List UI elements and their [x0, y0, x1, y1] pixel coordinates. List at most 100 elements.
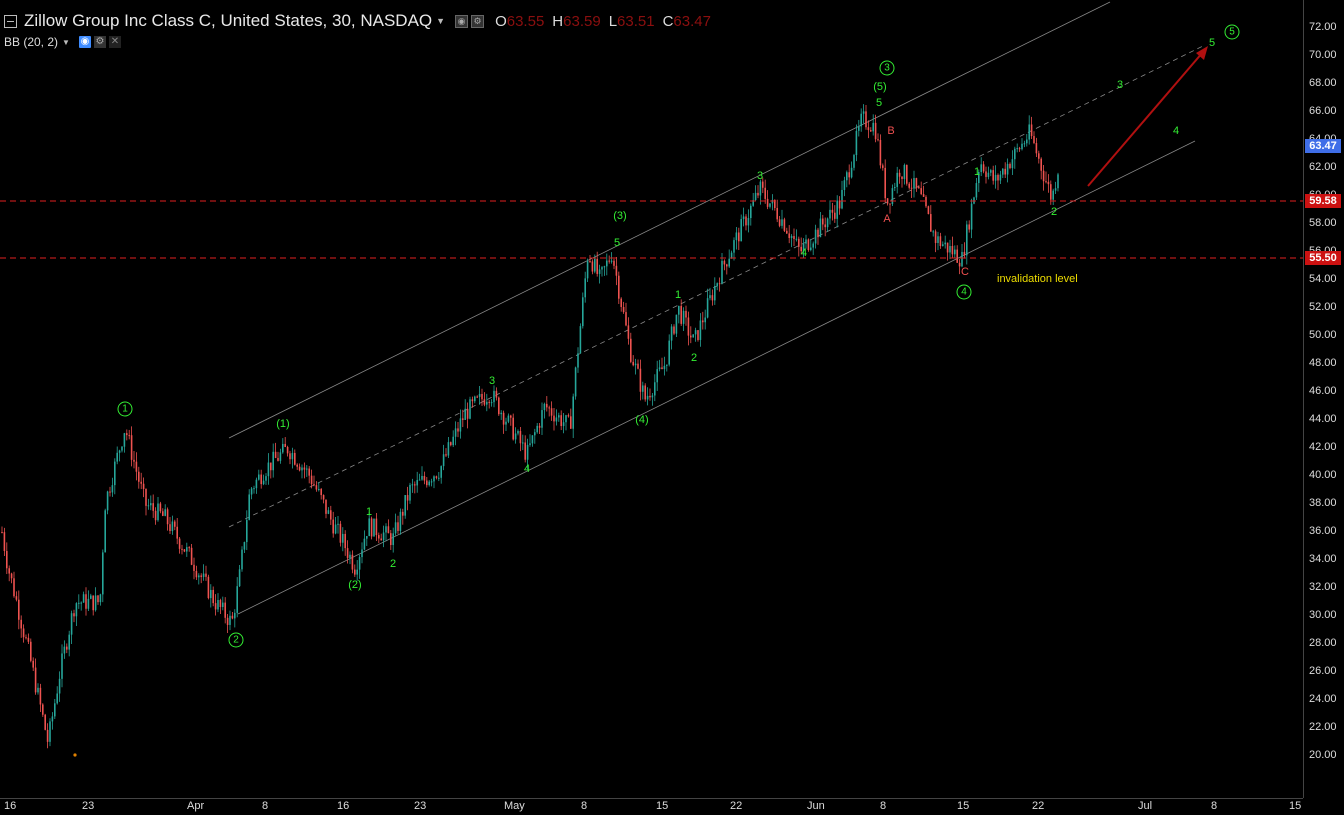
candle	[334, 517, 337, 535]
candle	[793, 228, 795, 246]
candle	[505, 417, 507, 432]
candle	[913, 170, 915, 198]
price-tick: 62.00	[1309, 161, 1337, 173]
price-tick: 66.00	[1309, 105, 1337, 117]
candle	[450, 441, 452, 447]
candle	[325, 499, 327, 519]
price-tick: 40.00	[1309, 469, 1337, 481]
candle	[1042, 165, 1045, 191]
wave-label-paren-5: (5)	[873, 81, 887, 93]
candle	[330, 505, 332, 525]
candle	[850, 161, 853, 179]
horizontal-levels[interactable]	[0, 200, 1303, 259]
candle	[908, 181, 910, 190]
visibility-icon[interactable]: ◉	[455, 14, 469, 28]
candle	[990, 168, 992, 177]
eye-icon[interactable]: ◉	[78, 36, 91, 48]
candle	[54, 698, 56, 720]
candle	[822, 214, 824, 231]
indicator-menu-caret-icon[interactable]: ▼	[62, 37, 70, 47]
candle	[229, 610, 231, 631]
time-axis[interactable]: 16 23 Apr 8 16 23 May 8 15 22 Jun 8 15 22 Jul 8 15	[0, 798, 1303, 815]
candle	[651, 392, 654, 406]
time-tick: 8	[880, 800, 887, 812]
candle	[937, 231, 939, 251]
candle	[433, 475, 435, 489]
symbol-menu-caret-icon[interactable]: ▼	[436, 16, 446, 26]
candle	[579, 323, 582, 354]
candle	[548, 405, 550, 417]
candle	[865, 105, 867, 130]
time-tick: 22	[1032, 800, 1045, 812]
open-label: O	[495, 12, 507, 30]
candle	[896, 166, 898, 194]
candle	[764, 179, 766, 204]
candle	[392, 527, 394, 553]
candle	[390, 529, 392, 550]
candle	[529, 434, 531, 447]
candle	[87, 590, 90, 612]
candle	[478, 386, 481, 405]
candle	[106, 490, 109, 515]
candle	[34, 658, 37, 695]
low-value: 63.51	[617, 12, 655, 30]
candle	[226, 613, 229, 634]
price-tick: 36.00	[1309, 525, 1337, 537]
candle	[138, 466, 140, 489]
candle	[654, 374, 656, 402]
candle	[994, 165, 997, 189]
settings-gear-icon[interactable]: ⚙	[93, 36, 106, 48]
candle	[104, 508, 106, 553]
close-icon[interactable]: ✕	[108, 36, 121, 48]
candle	[752, 192, 754, 207]
candle	[709, 287, 711, 301]
candle	[742, 207, 745, 227]
time-tick: 8	[262, 800, 269, 812]
price-tick: 30.00	[1309, 609, 1337, 621]
candle	[546, 396, 548, 412]
candle	[159, 501, 162, 514]
candle	[754, 185, 757, 202]
candle	[459, 409, 462, 439]
symbol-title[interactable]: Zillow Group Inc Class C, United States,…	[24, 11, 433, 30]
candle	[80, 601, 82, 611]
candle	[10, 572, 13, 584]
candle	[1047, 174, 1050, 193]
candle	[274, 442, 277, 459]
candle	[874, 114, 877, 143]
candle	[1006, 158, 1009, 183]
candle	[361, 542, 363, 564]
high-value: 63.59	[563, 12, 601, 30]
candle	[841, 180, 843, 210]
open-value: 63.55	[506, 12, 545, 30]
candles-series[interactable]	[1, 104, 1059, 757]
candle	[1023, 140, 1026, 148]
target-arrow[interactable]	[1087, 46, 1208, 187]
candle	[630, 332, 632, 364]
candle	[771, 194, 774, 211]
level-tag-lower: 55.50	[1305, 251, 1341, 265]
price-axis[interactable]: 72.0070.0068.0066.0064.0062.0060.0058.00…	[1303, 0, 1344, 798]
candle	[769, 203, 771, 209]
candle	[68, 630, 70, 657]
candle	[457, 421, 459, 438]
bollinger-label[interactable]: BB (20, 2)	[4, 35, 59, 49]
settings-gear-icon[interactable]: ⚙	[471, 14, 485, 28]
candle	[447, 436, 450, 458]
candle	[706, 288, 709, 319]
candle	[183, 549, 186, 553]
collapse-icon[interactable]	[4, 14, 17, 28]
candle	[116, 446, 118, 465]
candle	[205, 565, 207, 581]
candle	[879, 134, 882, 169]
candle	[1018, 146, 1021, 152]
candle	[186, 542, 188, 557]
candle	[1038, 150, 1040, 164]
elliott-channel[interactable]	[228, 1, 1206, 615]
candle	[637, 359, 639, 370]
candle	[291, 447, 294, 469]
candle	[174, 519, 176, 531]
candle	[930, 205, 932, 232]
